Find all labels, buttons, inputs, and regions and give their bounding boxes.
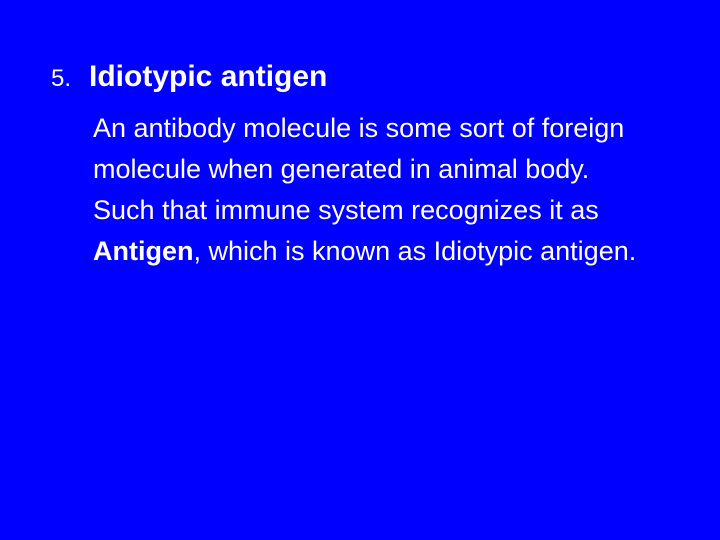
body-text: An antibody molecule is some sort of for… — [45, 108, 675, 272]
body-part-2: , which is known as Idiotypic antigen. — [194, 236, 637, 266]
heading-row: 5. Idiotypic antigen — [45, 60, 675, 94]
body-part-1: An antibody molecule is some sort of for… — [93, 113, 624, 225]
heading-title: Idiotypic antigen — [89, 60, 327, 94]
body-bold-word: Antigen — [93, 236, 194, 266]
item-number: 5. — [45, 65, 71, 93]
slide-container: 5. Idiotypic antigen An antibody molecul… — [0, 0, 720, 540]
